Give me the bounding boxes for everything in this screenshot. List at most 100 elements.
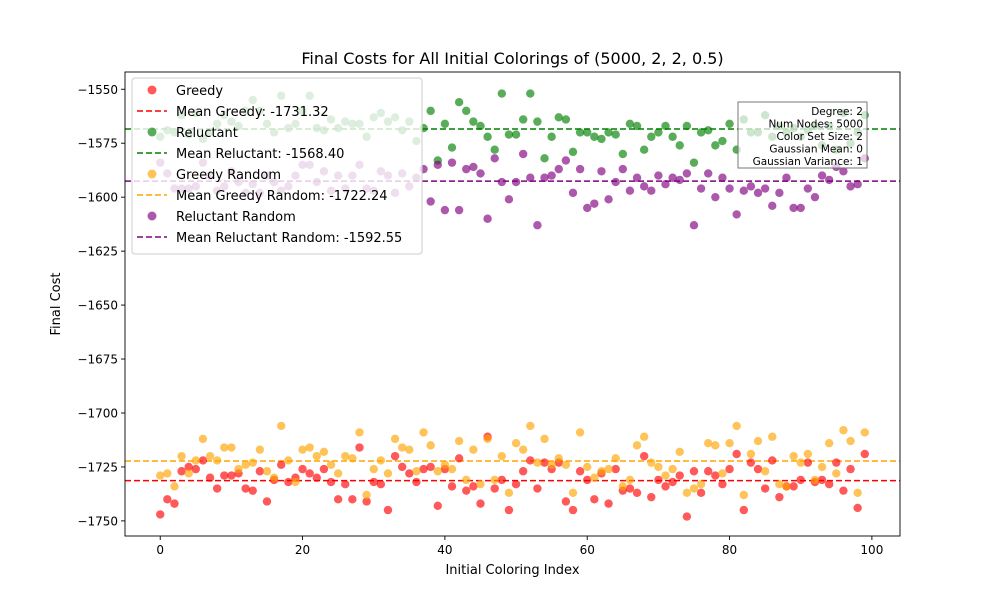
y-tick-label-2: −1600 [77, 191, 118, 205]
scatter-point-s2-18 [284, 456, 293, 465]
scatter-point-s0-30 [369, 477, 378, 487]
scatter-point-s1-41 [447, 143, 457, 152]
scatter-point-s2-7 [205, 451, 215, 461]
scatter-point-s2-58 [568, 488, 578, 498]
scatter-point-s0-79 [718, 480, 727, 489]
scatter-point-s3-61 [590, 199, 599, 208]
scatter-point-s2-11 [234, 464, 243, 474]
scatter-point-s2-33 [390, 434, 400, 444]
scatter-point-s1-57 [561, 115, 571, 124]
info-box-frame [737, 101, 868, 169]
scatter-point-s2-68 [639, 432, 649, 441]
scatter-point-s3-53 [533, 221, 542, 230]
scatter-point-s3-89 [789, 203, 798, 213]
scatter-point-s2-93 [817, 462, 827, 472]
scatter-point-s3-87 [775, 188, 784, 198]
scatter-point-s1-66 [625, 119, 635, 128]
info-line-2: Color Set Size: 2 [777, 131, 863, 143]
scatter-point-s0-35 [405, 469, 414, 478]
scatter-point-s3-79 [718, 173, 727, 182]
scatter-point-s2-8 [212, 456, 222, 465]
legend-marker-4 [147, 169, 157, 179]
scatter-point-s1-59 [575, 128, 585, 137]
scatter-point-s0-75 [689, 467, 699, 476]
scatter-point-s1-72 [668, 132, 677, 141]
scatter-point-s2-44 [469, 445, 478, 454]
scatter-point-s0-80 [725, 464, 734, 474]
scatter-point-s2-45 [476, 480, 485, 489]
scatter-point-s1-78 [711, 141, 720, 150]
scatter-point-s2-43 [462, 475, 471, 485]
scatter-point-s1-56 [554, 113, 563, 122]
scatter-point-s2-20 [298, 445, 307, 454]
scatter-point-s2-9 [220, 443, 229, 452]
y-axis-label: Final Cost [49, 273, 64, 336]
scatter-point-s3-75 [689, 221, 699, 230]
scatter-point-s1-70 [654, 128, 663, 137]
legend: Greedy Mean Greedy: -1731.32 Reluctant Mean… [131, 77, 423, 255]
scatter-point-s3-52 [526, 173, 535, 182]
scatter-point-s1-80 [725, 119, 734, 128]
scatter-point-s2-29 [362, 490, 371, 500]
scatter-point-s2-53 [533, 458, 542, 467]
scatter-point-s2-4 [184, 469, 193, 478]
scatter-point-s3-64 [611, 177, 620, 187]
legend-label-3: Mean Reluctant: -1568.40 [176, 147, 344, 162]
scatter-point-s2-66 [625, 475, 635, 485]
scatter-point-s0-39 [433, 501, 442, 510]
scatter-point-s0-5 [191, 464, 201, 474]
scatter-point-s2-94 [824, 439, 834, 448]
scatter-point-s3-58 [568, 188, 578, 198]
scatter-point-s3-68 [639, 182, 649, 191]
scatter-point-s0-96 [839, 486, 848, 495]
scatter-point-s2-40 [440, 460, 450, 469]
scatter-point-s3-38 [426, 197, 435, 206]
scatter-point-s2-84 [753, 436, 763, 446]
scatter-point-s2-72 [668, 464, 677, 474]
scatter-point-s3-86 [768, 201, 777, 211]
scatter-point-s0-29 [362, 497, 371, 506]
scatter-point-s3-70 [654, 171, 663, 180]
x-tick-label-4: 80 [722, 543, 737, 557]
info-line-0: Degree: 2 [811, 106, 863, 118]
scatter-point-s0-63 [604, 499, 613, 508]
scatter-point-s0-83 [746, 458, 756, 467]
scatter-point-s0-97 [846, 464, 855, 474]
scatter-point-s2-38 [426, 441, 435, 450]
legend-label-7: Mean Reluctant Random: -1592.55 [176, 231, 402, 246]
scatter-point-s0-17 [277, 460, 286, 469]
scatter-point-s0-94 [824, 480, 834, 489]
scatter-point-s2-77 [704, 439, 713, 448]
scatter-point-s3-81 [732, 210, 741, 219]
scatter-point-s2-78 [711, 441, 720, 450]
x-tick-label-2: 40 [437, 543, 452, 557]
scatter-point-s2-34 [397, 443, 407, 452]
scatter-point-s0-77 [704, 467, 713, 476]
scatter-point-s0-38 [426, 462, 435, 472]
scatter-point-s2-98 [853, 488, 862, 498]
scatter-point-s1-42 [454, 98, 464, 107]
scatter-point-s0-26 [341, 480, 350, 489]
scatter-point-s2-1 [163, 469, 172, 478]
scatter-point-s2-15 [262, 467, 272, 476]
scatter-point-s0-69 [647, 492, 656, 502]
scatter-point-s2-91 [803, 449, 813, 459]
legend-marker-0 [147, 85, 157, 95]
scatter-point-s3-96 [839, 167, 848, 176]
x-tick-label-3: 60 [580, 543, 595, 557]
scatter-point-s1-67 [632, 121, 642, 131]
scatter-point-s1-44 [469, 117, 478, 126]
scatter-point-s0-20 [298, 464, 307, 474]
scatter-point-s0-37 [419, 464, 428, 474]
scatter-point-s2-35 [405, 445, 414, 454]
scatter-point-s2-39 [433, 467, 442, 476]
scatter-point-s1-47 [490, 145, 499, 154]
scatter-point-s2-48 [497, 451, 507, 461]
scatter-point-s2-87 [775, 480, 784, 489]
scatter-point-s3-76 [696, 184, 706, 193]
scatter-point-s2-74 [682, 488, 692, 498]
scatter-point-s0-27 [348, 495, 357, 504]
scatter-point-s2-76 [696, 480, 706, 489]
scatter-point-s3-97 [846, 182, 855, 191]
